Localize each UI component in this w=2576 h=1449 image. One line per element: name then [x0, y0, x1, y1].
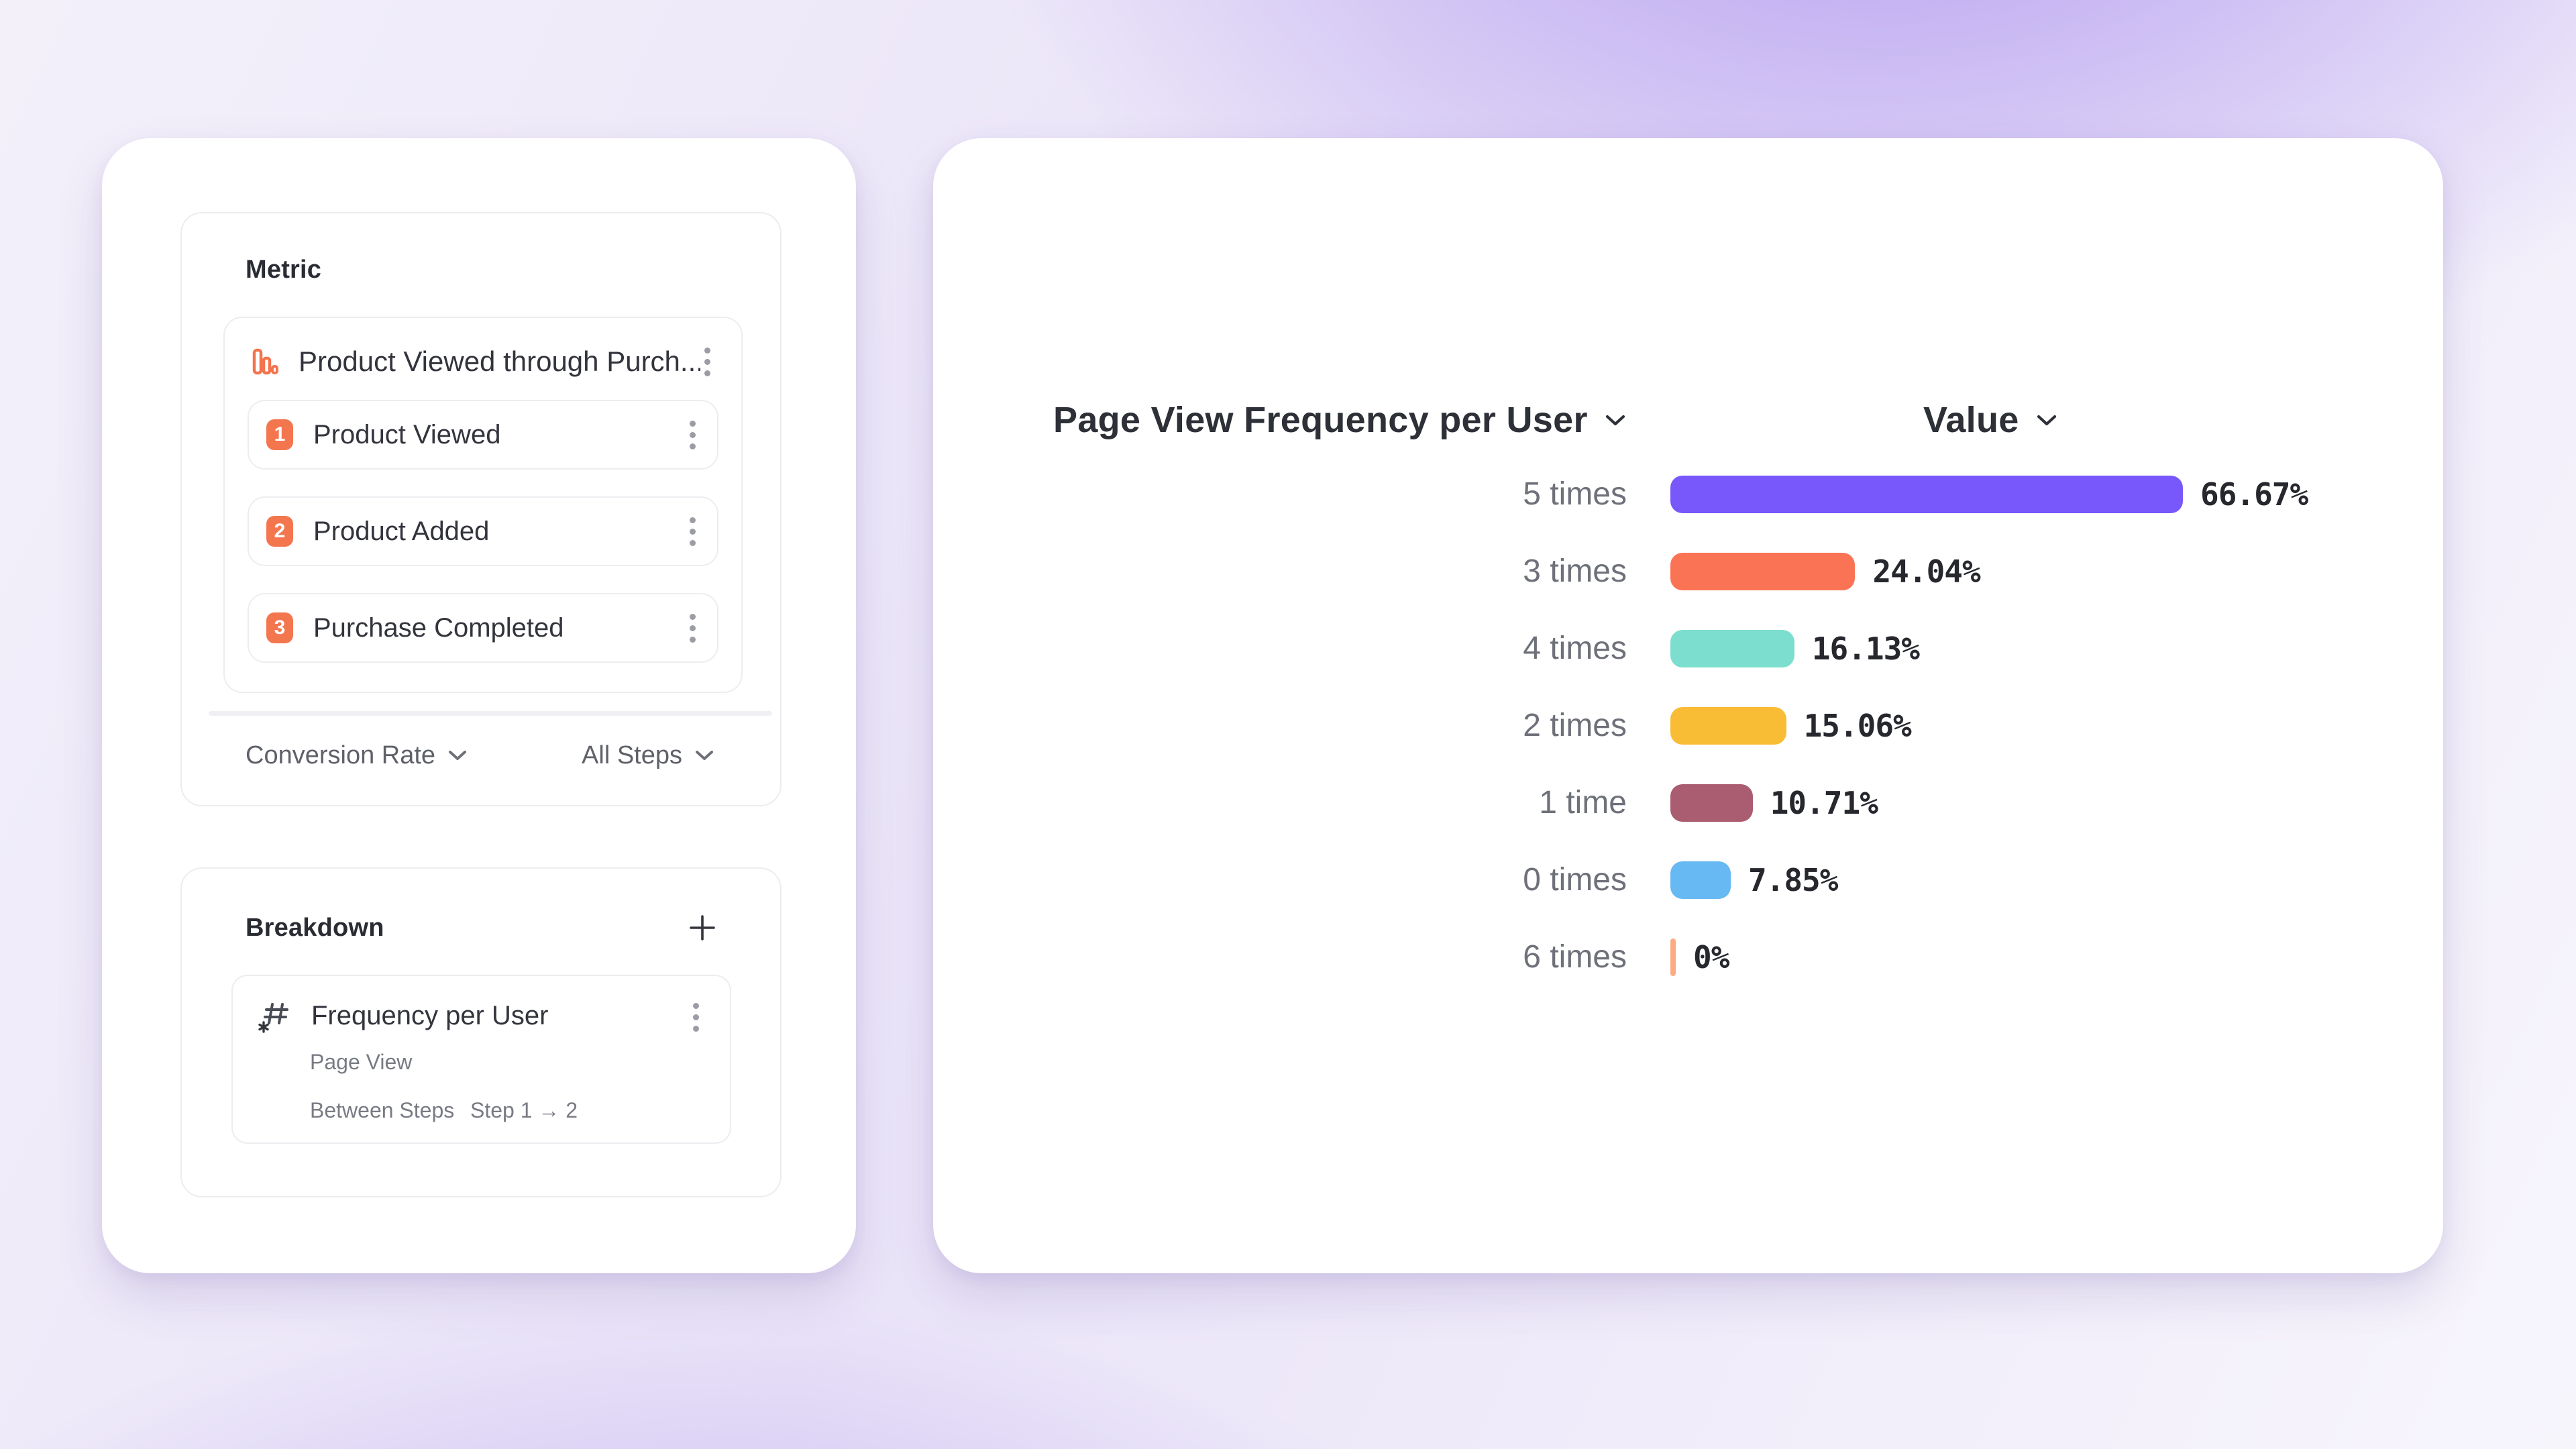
bar-value-label: 10.71% [1770, 784, 1878, 821]
chart-row: 5 times 66.67% [933, 455, 2443, 533]
bar[interactable] [1670, 629, 1794, 667]
chevron-down-icon [449, 750, 467, 760]
chart-title: Page View Frequency per User [1053, 400, 1588, 440]
funnel-metric-card[interactable]: Product Viewed through Purch... 1 Produc… [223, 317, 743, 693]
chevron-down-icon [2037, 415, 2056, 425]
bar-value-label: 0% [1693, 938, 1729, 975]
step-label: Purchase Completed [313, 612, 564, 643]
funnel-metric-header: Product Viewed through Purch... [225, 318, 741, 382]
breakdown-item-title: Frequency per User [311, 1001, 549, 1030]
query-builder-card: Metric Product Viewed through Purch... 1… [102, 138, 856, 1273]
funnel-step-row[interactable]: 3 Purchase Completed [248, 593, 718, 663]
bar-value-label: 7.85% [1748, 861, 1838, 898]
conversion-rate-label: Conversion Rate [246, 741, 436, 769]
bar-category-label: 4 times [1523, 631, 1627, 666]
kebab-menu-icon[interactable] [689, 999, 703, 1036]
breakdown-item-card[interactable]: Frequency per User Page View Between Ste… [231, 975, 731, 1144]
breakdown-scope-value: Step 1 → 2 [470, 1098, 578, 1122]
scroll-divider [209, 711, 772, 716]
kebab-menu-icon[interactable] [686, 610, 700, 647]
bar-category-label: 2 times [1523, 708, 1627, 743]
numeric-property-icon [258, 1003, 288, 1033]
chart-row: 0 times 7.85% [933, 841, 2443, 918]
breakdown-scope-label: Between Steps [310, 1098, 455, 1122]
chart-row: 4 times 16.13% [933, 610, 2443, 687]
bar-value-label: 16.13% [1811, 630, 1920, 667]
conversion-rate-dropdown[interactable]: Conversion Rate [246, 741, 467, 770]
metric-panel-footer: Conversion Rate All Steps [246, 738, 713, 773]
funnel-steps-list: 1 Product Viewed 2 Product Added 3 Purch… [225, 382, 741, 663]
bar-category-label: 0 times [1523, 862, 1627, 898]
breakdown-panel: Breakdown [180, 867, 782, 1197]
bar[interactable] [1670, 784, 1753, 822]
bar-category-label: 1 time [1539, 785, 1627, 820]
metric-panel: Metric Product Viewed through Purch... 1… [180, 212, 782, 806]
step-label: Product Viewed [313, 419, 501, 449]
kebab-menu-icon[interactable] [686, 417, 700, 453]
bar-category-label: 5 times [1523, 476, 1627, 512]
funnel-bars-icon [252, 348, 278, 375]
chart-value-header: Value [1923, 400, 2019, 440]
plus-icon [690, 915, 715, 941]
bar[interactable] [1670, 552, 1856, 590]
funnel-metric-title: Product Viewed through Purch... [299, 345, 700, 377]
step-number-badge: 2 [266, 516, 293, 547]
chevron-down-icon [696, 750, 713, 760]
all-steps-dropdown[interactable]: All Steps [582, 741, 713, 770]
breakdown-panel-title: Breakdown [246, 914, 384, 942]
chart-row: 2 times 15.06% [933, 687, 2443, 764]
chart-card: Page View Frequency per User Value 5 tim… [933, 138, 2443, 1273]
step-number-badge: 3 [266, 612, 293, 643]
add-breakdown-button[interactable] [686, 912, 718, 944]
chart-title-dropdown[interactable]: Page View Frequency per User [1053, 399, 1625, 441]
bar-value-label: 24.04% [1872, 553, 1980, 590]
bar[interactable] [1670, 861, 1731, 899]
bar[interactable] [1670, 706, 1786, 745]
kebab-menu-icon[interactable] [700, 343, 714, 380]
breakdown-event-label: Page View [310, 1050, 413, 1074]
step-number-badge: 1 [266, 419, 293, 450]
chart-rows: 5 times 66.67% 3 times 24.04% 4 times 16.13% 2… [933, 455, 2443, 996]
chevron-down-icon [1605, 415, 1625, 425]
funnel-step-row[interactable]: 2 Product Added [248, 496, 718, 566]
bar[interactable] [1670, 938, 1676, 976]
all-steps-label: All Steps [582, 741, 682, 769]
chart-row: 3 times 24.04% [933, 533, 2443, 610]
breakdown-item-header: Frequency per User [258, 999, 703, 1036]
step-label: Product Added [313, 516, 490, 546]
funnel-step-row[interactable]: 1 Product Viewed [248, 400, 718, 470]
bar[interactable] [1670, 475, 2183, 513]
chart-row: 1 time 10.71% [933, 764, 2443, 841]
kebab-menu-icon[interactable] [686, 513, 700, 550]
bar-category-label: 6 times [1523, 939, 1627, 975]
breakdown-panel-header: Breakdown [182, 869, 780, 944]
chart-row: 6 times 0% [933, 918, 2443, 996]
bar-value-label: 15.06% [1803, 707, 1912, 744]
metric-panel-title: Metric [246, 256, 322, 284]
chart-value-dropdown[interactable]: Value [1923, 399, 2057, 441]
bar-value-label: 66.67% [2200, 476, 2308, 513]
bar-category-label: 3 times [1523, 553, 1627, 589]
